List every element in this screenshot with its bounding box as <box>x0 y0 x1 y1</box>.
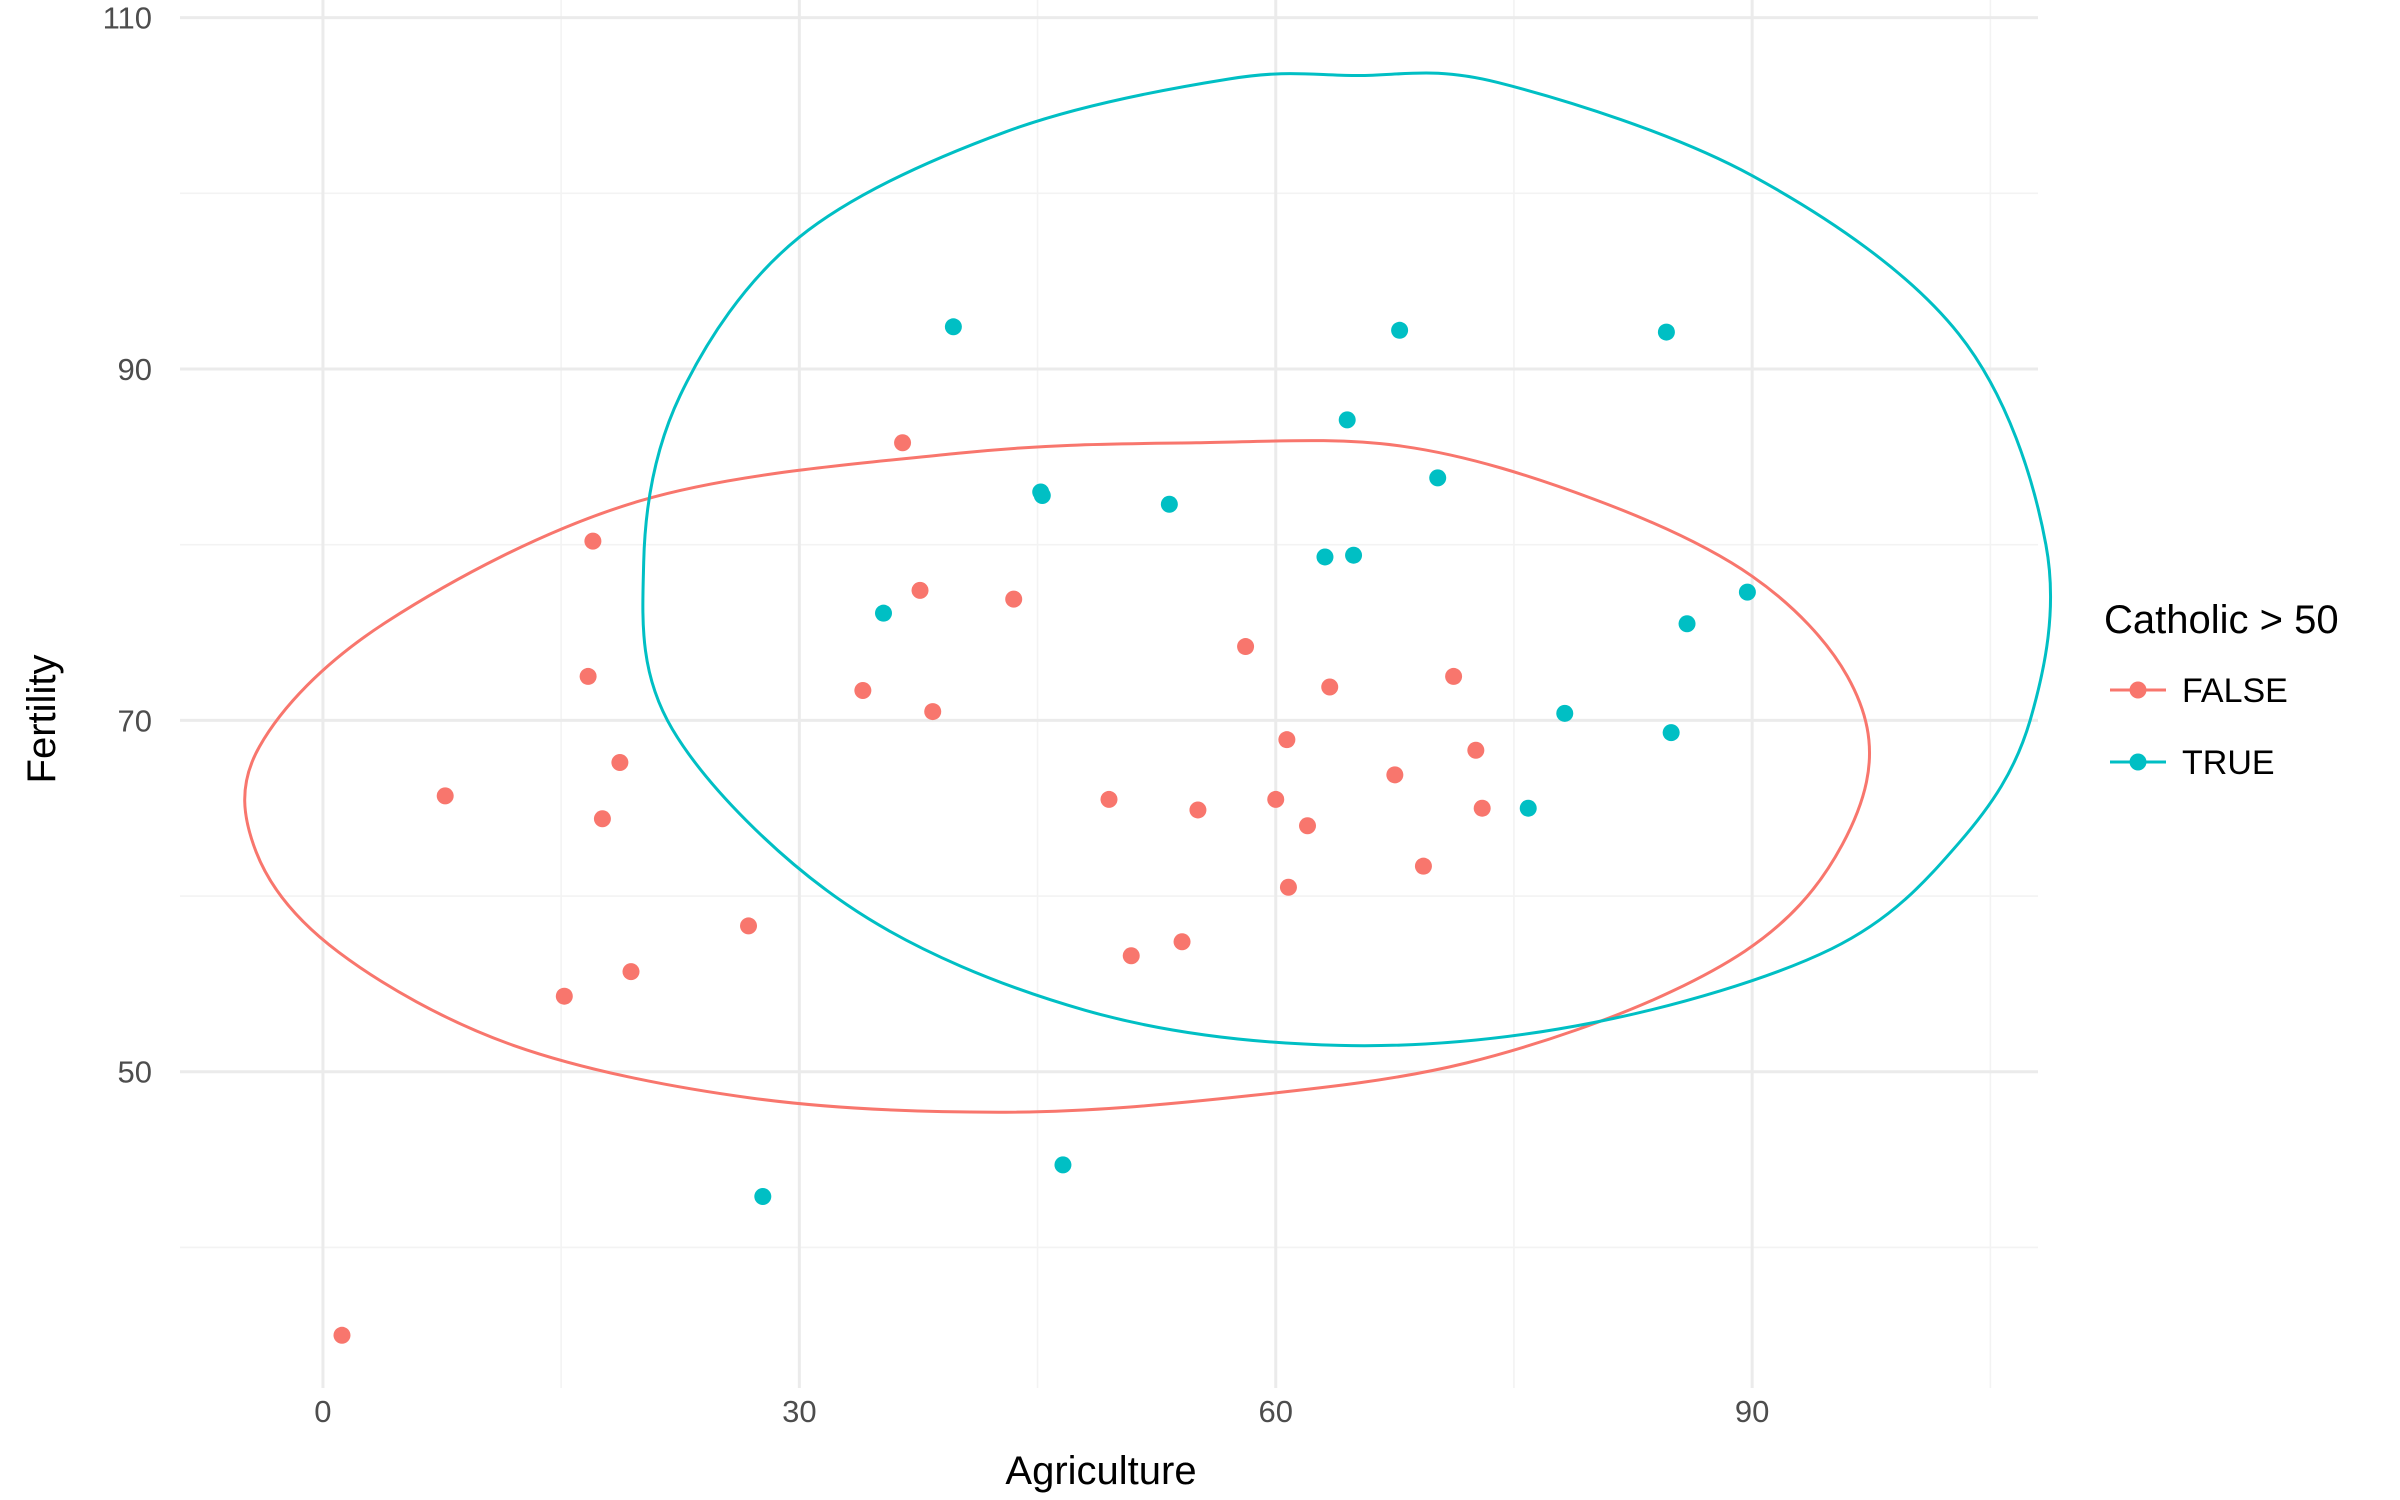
point-false <box>1279 878 1297 896</box>
point-false <box>911 581 929 599</box>
point-false <box>1122 947 1140 965</box>
point-false <box>579 667 597 685</box>
legend: Catholic > 50 FALSE TRUE <box>2104 598 2339 782</box>
point-false <box>1173 933 1191 951</box>
point-false <box>436 787 454 805</box>
point-true <box>1678 615 1696 633</box>
legend-entry-false: FALSE <box>2110 672 2288 710</box>
point-false <box>1237 638 1255 656</box>
point-true <box>874 604 892 622</box>
y-tick-label: 70 <box>118 703 152 738</box>
y-axis-tick-labels: 50 70 90 110 <box>103 1 152 1090</box>
x-tick-label: 30 <box>782 1394 816 1429</box>
point-false <box>1467 741 1485 759</box>
point-false <box>854 681 872 699</box>
point-true <box>754 1187 772 1205</box>
legend-label-true: TRUE <box>2182 744 2275 782</box>
point-false <box>584 532 602 550</box>
point-false <box>1100 790 1118 808</box>
point-false <box>593 810 611 828</box>
point-true <box>944 318 962 336</box>
x-tick-label: 90 <box>1735 1394 1769 1429</box>
point-false <box>740 917 758 935</box>
point-true <box>1345 546 1363 564</box>
point-true <box>1519 799 1537 817</box>
point-false <box>924 703 942 721</box>
point-false <box>1299 817 1317 835</box>
point-true <box>1338 411 1356 429</box>
legend-title: Catholic > 50 <box>2104 598 2339 642</box>
point-true <box>1054 1156 1072 1174</box>
point-false <box>1189 801 1207 819</box>
point-true <box>1429 469 1447 487</box>
y-tick-label: 90 <box>118 352 152 387</box>
y-tick-label: 50 <box>118 1055 152 1090</box>
point-false <box>1267 790 1285 808</box>
point-true <box>1556 704 1574 722</box>
point-false <box>611 754 629 772</box>
legend-key-point-true <box>2129 753 2147 771</box>
point-true <box>1662 724 1680 742</box>
point-false <box>622 963 640 981</box>
point-false <box>894 434 912 452</box>
data-points <box>333 318 1756 1344</box>
point-true <box>1316 548 1334 566</box>
point-false <box>555 987 573 1005</box>
ellipse-true <box>641 71 2053 1048</box>
point-true <box>1160 495 1178 513</box>
legend-label-false: FALSE <box>2182 672 2288 710</box>
point-false <box>1278 731 1296 749</box>
point-false <box>1321 678 1339 696</box>
point-false <box>1005 590 1023 608</box>
point-true <box>1657 323 1675 341</box>
y-tick-label: 110 <box>103 1 152 36</box>
confidence-ellipses <box>243 71 2053 1114</box>
major-gridlines <box>180 0 2038 1388</box>
point-false <box>1445 667 1463 685</box>
point-true <box>1738 583 1756 601</box>
ellipse-false <box>243 439 1872 1114</box>
point-false <box>1414 857 1432 875</box>
x-axis-title: Agriculture <box>1005 1449 1196 1493</box>
x-axis-tick-labels: 0 30 60 90 <box>314 1394 1769 1429</box>
point-true <box>1391 321 1409 339</box>
point-true <box>1033 486 1051 504</box>
y-axis-title: Fertility <box>20 655 64 784</box>
x-tick-label: 0 <box>314 1394 331 1429</box>
legend-key-point-false <box>2129 681 2147 699</box>
x-tick-label: 60 <box>1259 1394 1293 1429</box>
point-false <box>1386 766 1404 784</box>
point-false <box>333 1326 351 1344</box>
point-false <box>1473 799 1491 817</box>
legend-entry-true: TRUE <box>2110 744 2275 782</box>
minor-gridlines <box>180 0 2038 1388</box>
